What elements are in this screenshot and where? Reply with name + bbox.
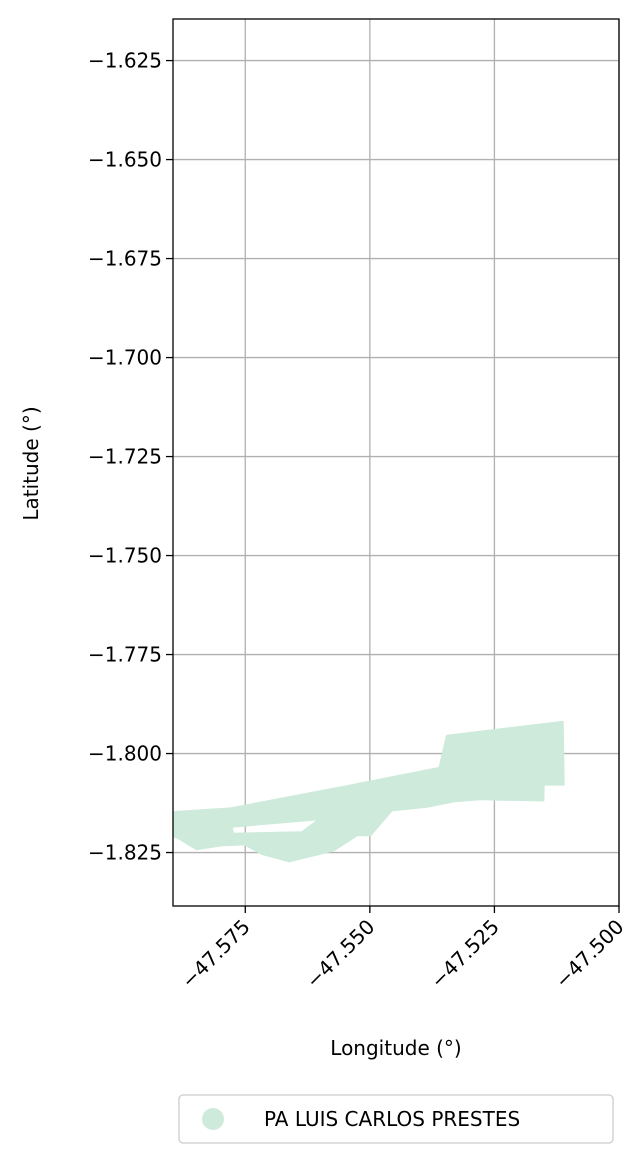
legend-label: PA LUIS CARLOS PRESTES	[264, 1107, 520, 1131]
x-axis-label: Longitude (°)	[330, 1036, 461, 1060]
legend: PA LUIS CARLOS PRESTES	[178, 1094, 614, 1144]
grid-layer	[173, 19, 620, 906]
y-tick-label: −1.675	[88, 247, 162, 271]
y-tick-label: −1.775	[88, 643, 162, 667]
features-layer	[173, 720, 565, 863]
y-axis-label: Latitude (°)	[19, 406, 43, 520]
x-tick-label: −47.575	[176, 915, 254, 993]
settlement-area-polygon	[173, 720, 565, 863]
legend-box	[178, 1094, 614, 1144]
x-tick-label: −47.550	[301, 915, 379, 993]
x-tick-label: −47.500	[550, 915, 628, 993]
ticks-layer: −47.575 −47.550 −47.525 −47.500 −1.625 −1.650…	[88, 49, 629, 993]
y-tick-label: −1.625	[88, 49, 162, 73]
plot-frame	[172, 18, 620, 907]
y-tick-label: −1.725	[88, 445, 162, 469]
y-tick-label: −1.800	[88, 742, 162, 766]
legend-marker-icon	[202, 1108, 224, 1130]
x-tick-label: −47.525	[426, 915, 504, 993]
y-tick-label: −1.700	[88, 346, 162, 370]
y-tick-label: −1.650	[88, 148, 162, 172]
y-tick-label: −1.750	[88, 544, 162, 568]
y-tick-label: −1.825	[88, 841, 162, 865]
